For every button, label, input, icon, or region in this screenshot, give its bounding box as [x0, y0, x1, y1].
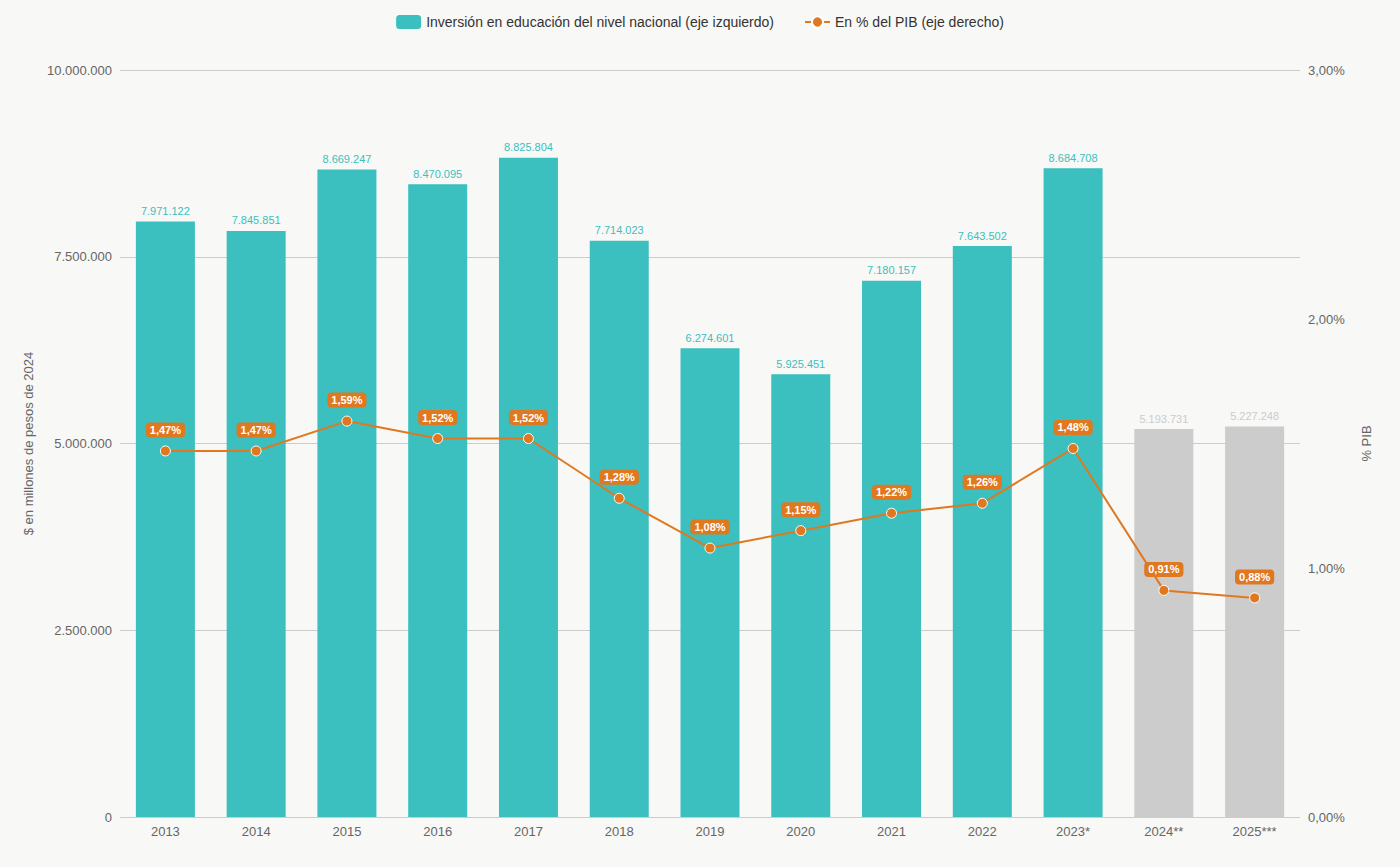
- svg-text:0,00%: 0,00%: [1308, 810, 1345, 825]
- svg-text:2017: 2017: [514, 824, 543, 839]
- svg-text:2022: 2022: [968, 824, 997, 839]
- svg-text:2015: 2015: [332, 824, 361, 839]
- svg-text:7.180.157: 7.180.157: [867, 264, 916, 276]
- svg-text:2018: 2018: [605, 824, 634, 839]
- svg-text:7.845.851: 7.845.851: [232, 214, 281, 226]
- svg-text:2016: 2016: [423, 824, 452, 839]
- svg-text:1,52%: 1,52%: [513, 412, 544, 424]
- svg-text:2013: 2013: [151, 824, 180, 839]
- svg-text:8.470.095: 8.470.095: [413, 168, 462, 180]
- svg-text:2019: 2019: [696, 824, 725, 839]
- svg-text:1,47%: 1,47%: [241, 424, 272, 436]
- svg-text:5.000.000: 5.000.000: [54, 436, 112, 451]
- svg-text:1,47%: 1,47%: [150, 424, 181, 436]
- svg-text:1,28%: 1,28%: [604, 471, 635, 483]
- svg-text:0: 0: [105, 810, 112, 825]
- svg-text:0,91%: 0,91%: [1148, 563, 1179, 575]
- svg-text:1,08%: 1,08%: [694, 521, 725, 533]
- svg-text:7.500.000: 7.500.000: [54, 249, 112, 264]
- svg-text:6.274.601: 6.274.601: [686, 332, 735, 344]
- svg-text:3,00%: 3,00%: [1308, 63, 1345, 78]
- svg-text:2.500.000: 2.500.000: [54, 623, 112, 638]
- svg-text:5.193.731: 5.193.731: [1139, 413, 1188, 425]
- svg-text:7.643.502: 7.643.502: [958, 230, 1007, 242]
- svg-text:1,00%: 1,00%: [1308, 561, 1345, 576]
- svg-text:$ en millones de pesos de 2024: $ en millones de pesos de 2024: [21, 352, 36, 536]
- svg-text:5.227.248: 5.227.248: [1230, 410, 1279, 422]
- svg-text:2024**: 2024**: [1144, 824, 1183, 839]
- svg-text:1,48%: 1,48%: [1057, 421, 1088, 433]
- svg-text:Inversión en educación del niv: Inversión en educación del nivel naciona…: [426, 14, 774, 30]
- svg-text:8.669.247: 8.669.247: [322, 153, 371, 165]
- svg-text:1,22%: 1,22%: [876, 486, 907, 498]
- svg-text:2021: 2021: [877, 824, 906, 839]
- svg-text:1,59%: 1,59%: [331, 394, 362, 406]
- svg-text:5.925.451: 5.925.451: [776, 358, 825, 370]
- svg-text:2020: 2020: [786, 824, 815, 839]
- svg-text:7.971.122: 7.971.122: [141, 205, 190, 217]
- svg-text:2014: 2014: [242, 824, 271, 839]
- svg-text:1,15%: 1,15%: [785, 504, 816, 516]
- svg-text:2023*: 2023*: [1056, 824, 1090, 839]
- svg-text:% PIB: % PIB: [1359, 425, 1374, 461]
- svg-text:2025***: 2025***: [1233, 824, 1277, 839]
- svg-text:2,00%: 2,00%: [1308, 312, 1345, 327]
- svg-text:En % del PIB (eje derecho): En % del PIB (eje derecho): [835, 14, 1004, 30]
- svg-text:8.684.708: 8.684.708: [1049, 152, 1098, 164]
- svg-text:7.714.023: 7.714.023: [595, 224, 644, 236]
- svg-text:8.825.804: 8.825.804: [504, 141, 553, 153]
- svg-text:1,52%: 1,52%: [422, 412, 453, 424]
- svg-text:10.000.000: 10.000.000: [47, 63, 112, 78]
- svg-text:0,88%: 0,88%: [1239, 571, 1270, 583]
- svg-text:1,26%: 1,26%: [967, 476, 998, 488]
